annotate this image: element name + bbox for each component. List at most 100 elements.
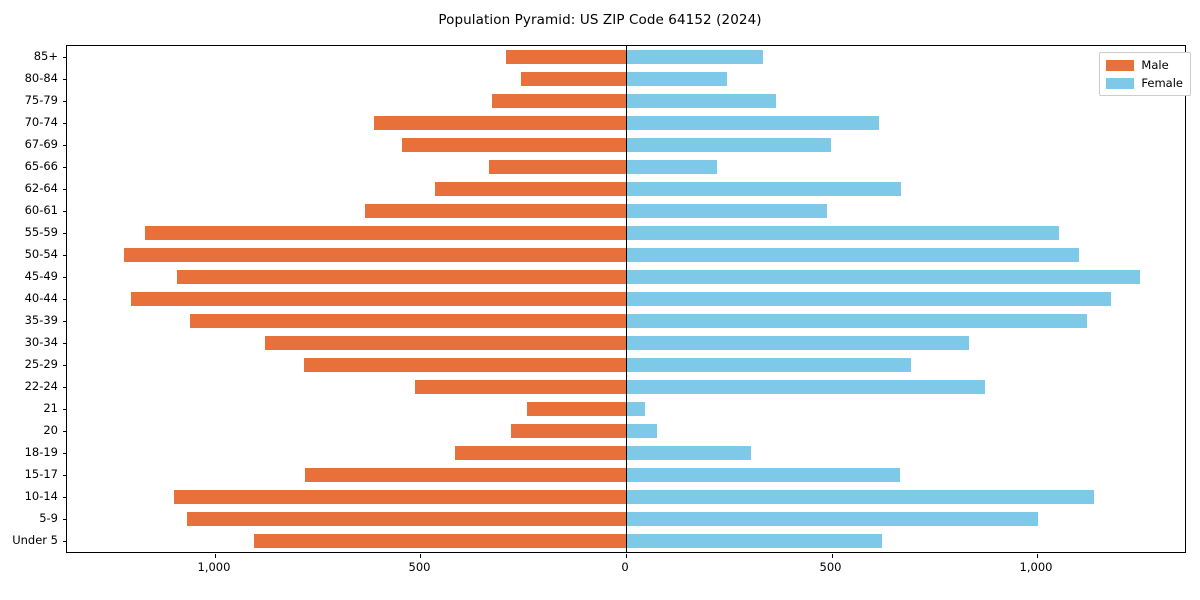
- y-axis-label: 62-64: [24, 181, 58, 195]
- x-axis-tick: [831, 554, 833, 558]
- pyramid-row: [67, 204, 1185, 218]
- bar-male: [177, 270, 626, 284]
- y-axis-tick: [63, 255, 67, 256]
- y-axis-tick: [63, 475, 67, 476]
- pyramid-row: [67, 380, 1185, 394]
- y-axis-tick: [63, 321, 67, 322]
- bar-female: [626, 72, 727, 86]
- pyramid-row: [67, 336, 1185, 350]
- pyramid-row: [67, 534, 1185, 548]
- legend-item[interactable]: Female: [1106, 76, 1183, 90]
- bar-male: [305, 468, 626, 482]
- y-axis-tick: [63, 233, 67, 234]
- bar-male: [190, 314, 626, 328]
- bar-female: [626, 292, 1111, 306]
- bar-male: [173, 490, 626, 504]
- bar-male: [489, 160, 626, 174]
- bar-female: [626, 50, 763, 64]
- bar-female: [626, 138, 832, 152]
- y-axis-tick: [63, 387, 67, 388]
- y-axis-label: 67-69: [24, 137, 58, 151]
- bar-male: [434, 182, 626, 196]
- bar-female: [626, 116, 879, 130]
- x-axis-label: 0: [621, 560, 629, 574]
- bar-male: [414, 380, 626, 394]
- x-axis-tick: [626, 554, 627, 558]
- pyramid-row: [67, 226, 1185, 240]
- legend-item[interactable]: Male: [1106, 58, 1183, 72]
- pyramid-row: [67, 248, 1185, 262]
- pyramid-row: [67, 116, 1185, 130]
- legend-swatch: [1106, 77, 1135, 89]
- pyramid-row: [67, 402, 1185, 416]
- bar-male: [505, 50, 626, 64]
- pyramid-row: [67, 424, 1185, 438]
- y-axis-tick: [63, 431, 67, 432]
- y-axis-label: 20: [43, 423, 58, 437]
- bar-male: [374, 116, 626, 130]
- x-axis-tick: [420, 554, 422, 558]
- bar-female: [626, 94, 777, 108]
- bar-female: [626, 160, 717, 174]
- y-axis-label: 75-79: [24, 93, 58, 107]
- y-axis-tick: [63, 277, 67, 278]
- bar-female: [626, 314, 1088, 328]
- bar-male: [145, 226, 626, 240]
- bar-male: [303, 358, 626, 372]
- pyramid-row: [67, 358, 1185, 372]
- y-axis-label: 80-84: [24, 71, 58, 85]
- y-axis-tick: [63, 123, 67, 124]
- y-axis-tick: [63, 57, 67, 58]
- x-axis-label: 500: [819, 560, 842, 574]
- bar-female: [626, 248, 1079, 262]
- bars-container: [67, 46, 1185, 552]
- bar-male: [264, 336, 626, 350]
- bar-female: [626, 226, 1059, 240]
- legend-swatch: [1106, 59, 1135, 71]
- x-axis-tick: [214, 554, 216, 558]
- pyramid-row: [67, 138, 1185, 152]
- x-axis-label: 1,000: [1019, 560, 1053, 574]
- pyramid-row: [67, 512, 1185, 526]
- x-axis-label: 1,000: [197, 560, 231, 574]
- legend-label: Female: [1141, 76, 1183, 90]
- y-axis-tick: [63, 519, 67, 520]
- pyramid-row: [67, 94, 1185, 108]
- x-axis-tick: [1037, 554, 1039, 558]
- bar-male: [401, 138, 626, 152]
- chart-title: Population Pyramid: US ZIP Code 64152 (2…: [438, 12, 762, 28]
- y-axis-tick: [63, 79, 67, 80]
- y-axis-label: 15-17: [24, 467, 58, 481]
- y-axis-tick: [63, 453, 67, 454]
- y-axis-label: 45-49: [24, 269, 58, 283]
- y-axis-tick: [63, 189, 67, 190]
- bar-female: [626, 446, 751, 460]
- y-axis-tick: [63, 145, 67, 146]
- pyramid-row: [67, 72, 1185, 86]
- bar-male: [492, 94, 626, 108]
- pyramid-row: [67, 468, 1185, 482]
- x-axis-label: 500: [408, 560, 431, 574]
- legend-label: Male: [1141, 58, 1169, 72]
- y-axis-tick: [63, 497, 67, 498]
- y-axis-label: 40-44: [24, 291, 58, 305]
- y-axis-tick: [63, 541, 67, 542]
- y-axis-tick: [63, 365, 67, 366]
- y-axis-label: 55-59: [24, 225, 58, 239]
- pyramid-row: [67, 182, 1185, 196]
- y-axis-label: 21: [43, 401, 58, 415]
- plot-area: [63, 45, 1186, 558]
- y-axis-tick: [63, 409, 67, 410]
- y-axis-label: 50-54: [24, 247, 58, 261]
- bar-male: [364, 204, 626, 218]
- y-axis-label: 65-66: [24, 159, 58, 173]
- bar-female: [626, 424, 657, 438]
- pyramid-row: [67, 270, 1185, 284]
- bar-female: [626, 204, 827, 218]
- y-axis-label: Under 5: [12, 533, 58, 547]
- pyramid-row: [67, 292, 1185, 306]
- bar-female: [626, 490, 1095, 504]
- bar-male: [455, 446, 626, 460]
- y-axis-label: 25-29: [24, 357, 58, 371]
